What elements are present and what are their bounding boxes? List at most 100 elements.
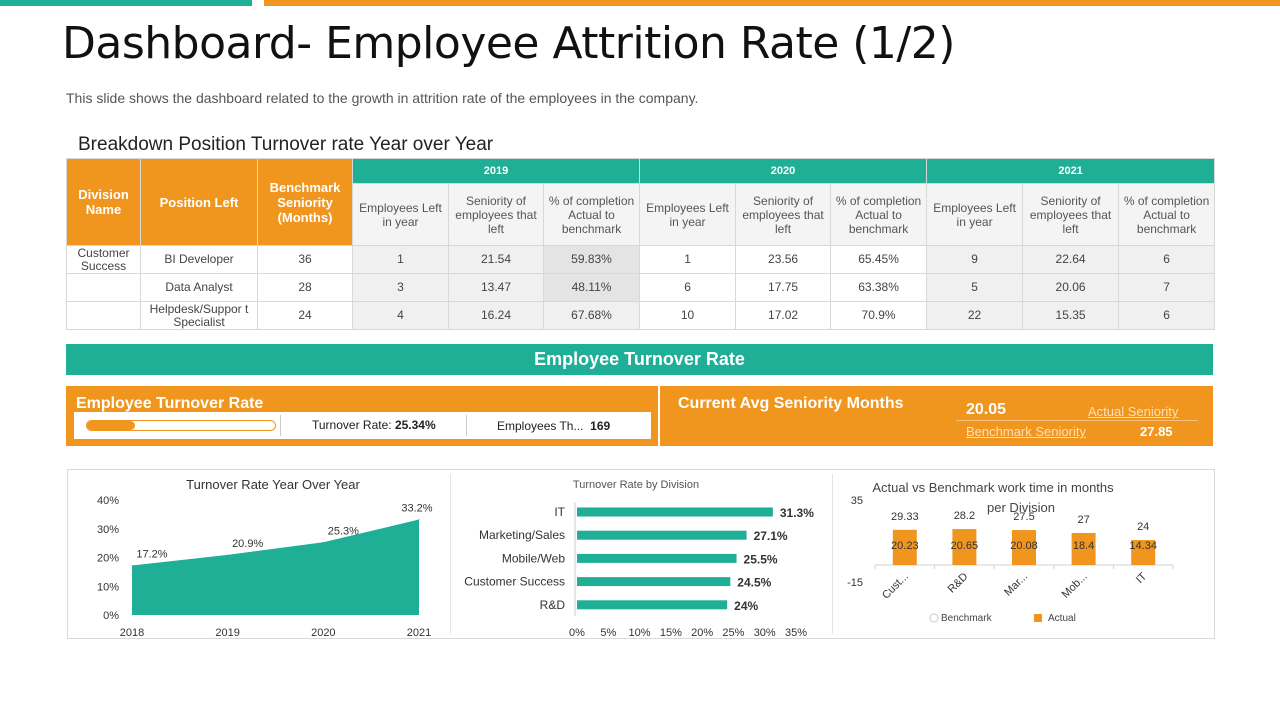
cell-value: 21.54 bbox=[448, 245, 544, 274]
subheader: Seniority of employees that left bbox=[448, 183, 544, 246]
data-label: 25.5% bbox=[744, 552, 778, 566]
bar-actual bbox=[1131, 540, 1156, 565]
cell-value: 48.11% bbox=[542, 273, 641, 302]
header-division: Division Name bbox=[66, 158, 141, 246]
actual-seniority-label: Actual Seniority bbox=[1088, 404, 1179, 419]
cell-value: 16.24 bbox=[448, 301, 544, 330]
benchmark-bar-chart: Actual vs Benchmark work time in months p… bbox=[847, 480, 1174, 624]
data-label-actual: 20.23 bbox=[891, 540, 919, 552]
x-tick-label: 0% bbox=[569, 627, 585, 639]
category-label: IT bbox=[554, 505, 565, 519]
y-tick-label: 35 bbox=[851, 495, 863, 507]
subheader: Seniority of employees that left bbox=[735, 183, 832, 246]
cell-value: 17.02 bbox=[735, 301, 832, 330]
header-position: Position Left bbox=[140, 158, 258, 246]
chart-title: per Division bbox=[987, 500, 1055, 515]
header-year: 2021 bbox=[926, 158, 1216, 184]
turnover-progress-bar bbox=[86, 420, 276, 431]
cell-value: 22.64 bbox=[1022, 245, 1120, 274]
cell-value: 17.75 bbox=[735, 273, 832, 302]
data-label-benchmark: 24 bbox=[1137, 521, 1149, 533]
table-row: Customer Success BI Developer 36 1 21.54… bbox=[66, 245, 1216, 274]
y-tick-label: 30% bbox=[97, 524, 119, 536]
bar bbox=[577, 507, 773, 517]
header-benchmark: Benchmark Seniority (Months) bbox=[257, 158, 353, 246]
kpi-panel: Employee Turnover Rate Turnover Rate: 25… bbox=[66, 386, 1213, 446]
category-label: IT bbox=[1134, 570, 1150, 586]
category-label: R&D bbox=[540, 598, 566, 612]
bar bbox=[577, 600, 728, 610]
cell-division bbox=[66, 273, 141, 302]
cell-value: 23.56 bbox=[735, 245, 832, 274]
cell-value: 65.45% bbox=[830, 245, 928, 274]
category-label: Cust... bbox=[880, 571, 911, 602]
cell-value: 1 bbox=[352, 245, 449, 274]
area-chart: Turnover Rate Year Over Year 0% 10% 20% 30% 4… bbox=[97, 477, 433, 639]
benchmark-seniority-value: 27.85 bbox=[1140, 424, 1173, 439]
top-accent-teal bbox=[0, 0, 252, 6]
subheader: Employees Left in year bbox=[926, 183, 1024, 246]
category-label: R&D bbox=[946, 571, 971, 596]
category-label: Mar... bbox=[1002, 571, 1030, 599]
x-tick-label: 20% bbox=[691, 627, 713, 639]
cell-value: 6 bbox=[1118, 301, 1216, 330]
cell-value: 13.47 bbox=[448, 273, 544, 302]
cell-value: 1 bbox=[639, 245, 737, 274]
turnover-progress-fill bbox=[87, 421, 135, 430]
x-tick-label: 30% bbox=[754, 627, 776, 639]
area-series bbox=[132, 519, 419, 615]
panel-separator bbox=[658, 386, 660, 446]
legend-label: Benchmark bbox=[941, 613, 993, 624]
cell-value: 9 bbox=[926, 245, 1024, 274]
cell-position: Helpdesk/Suppor t Specialist bbox=[140, 301, 258, 330]
employees-label: Employees Th... bbox=[497, 419, 584, 433]
cell-value: 6 bbox=[639, 273, 737, 302]
cell-value: 7 bbox=[1118, 273, 1216, 302]
section-band-title: Employee Turnover Rate bbox=[66, 344, 1213, 375]
y-tick-label: 10% bbox=[97, 581, 119, 593]
x-tick-label: 5% bbox=[600, 627, 616, 639]
bar-actual bbox=[1071, 532, 1096, 565]
cell-value: 70.9% bbox=[830, 301, 928, 330]
header-year: 2020 bbox=[639, 158, 928, 184]
page-title: Dashboard- Employee Attrition Rate (1/2) bbox=[62, 18, 955, 69]
bar bbox=[577, 577, 731, 587]
x-tick-label: 25% bbox=[722, 627, 744, 639]
chart-title: Actual vs Benchmark work time in months bbox=[872, 480, 1114, 495]
divider bbox=[466, 415, 467, 436]
chart-divider bbox=[450, 474, 451, 634]
actual-seniority-value: 20.05 bbox=[966, 401, 1007, 418]
data-point bbox=[322, 541, 324, 543]
charts-frame bbox=[67, 469, 1215, 639]
cell-benchmark: 24 bbox=[257, 301, 353, 330]
subheader: Employees Left in year bbox=[639, 183, 737, 246]
category-label: Marketing/Sales bbox=[479, 528, 565, 542]
data-label-actual: 18.4 bbox=[1073, 540, 1094, 552]
cell-position: BI Developer bbox=[140, 245, 258, 274]
bar bbox=[577, 553, 737, 563]
x-tick-label: 2019 bbox=[215, 627, 239, 639]
data-label: 17.2% bbox=[136, 549, 167, 561]
cell-value: 22 bbox=[926, 301, 1024, 330]
y-tick-label: 40% bbox=[97, 495, 119, 507]
data-label: 33.2% bbox=[401, 503, 432, 515]
turnover-table: Division Name Position Left Benchmark Se… bbox=[66, 158, 1216, 330]
chart-divider bbox=[832, 474, 833, 634]
turnover-box: Turnover Rate: 25.34% Employees Th... 16… bbox=[74, 412, 651, 439]
turnover-rate-label: Turnover Rate: bbox=[312, 418, 392, 432]
category-label: Mob... bbox=[1060, 571, 1090, 601]
divider bbox=[280, 415, 281, 436]
header-year: 2019 bbox=[351, 158, 641, 184]
legend-marker-actual bbox=[1034, 614, 1042, 622]
data-label: 20.9% bbox=[232, 538, 263, 550]
data-label-benchmark: 29.33 bbox=[891, 511, 919, 523]
division-bar-chart: Turnover Rate by Division IT 31.3% Marketin… bbox=[464, 479, 814, 639]
seniority-label: Current Avg Seniority Months bbox=[678, 395, 904, 412]
data-label-benchmark: 27 bbox=[1077, 514, 1089, 526]
y-tick-label: -15 bbox=[847, 577, 863, 589]
table-row: Data Analyst 28 3 13.47 48.11% 6 17.75 6… bbox=[66, 273, 1216, 302]
bar-actual bbox=[952, 529, 977, 565]
subheader: % of completion Actual to benchmark bbox=[1118, 183, 1216, 246]
cell-value: 15.35 bbox=[1022, 301, 1120, 330]
data-label-benchmark: 27.5 bbox=[1013, 511, 1034, 523]
